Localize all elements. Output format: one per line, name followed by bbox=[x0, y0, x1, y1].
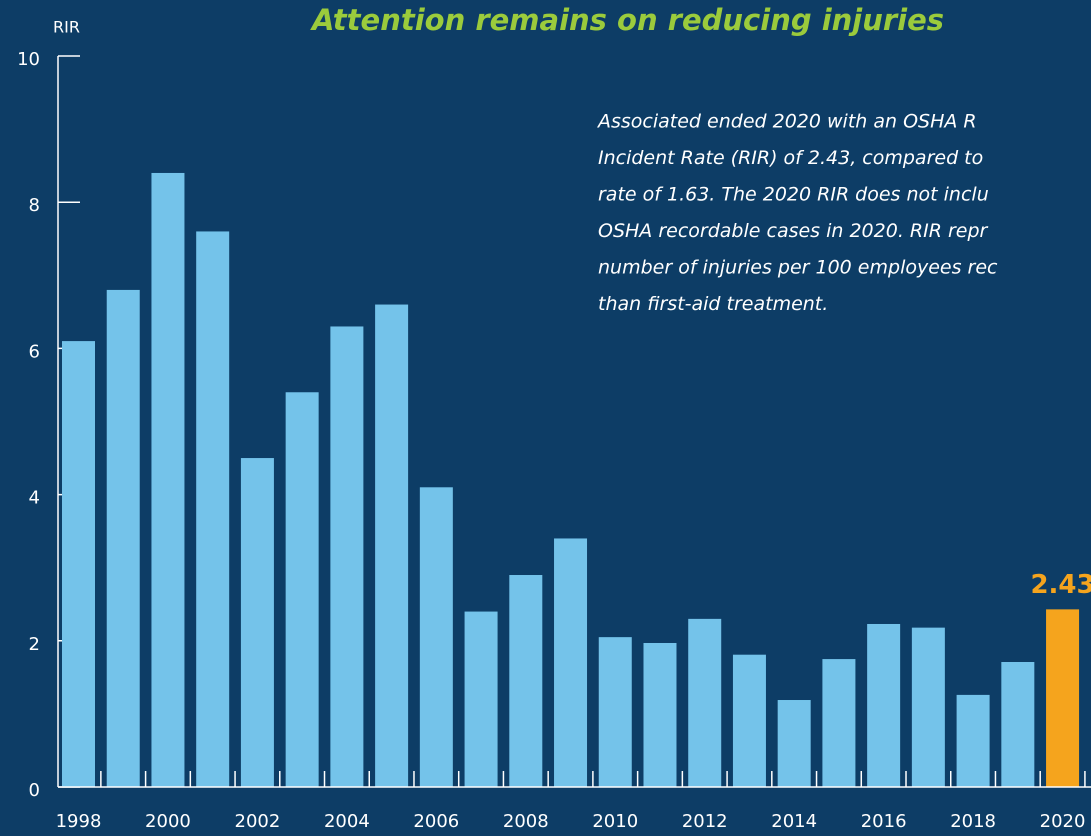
bar bbox=[554, 538, 588, 787]
annotation-line: rate of 1.63. The 2020 RIR does not incl… bbox=[598, 184, 989, 206]
annotation-line: OSHA recordable cases in 2020. RIR repr bbox=[598, 220, 989, 242]
annotation-line: number of injuries per 100 employees rec bbox=[598, 257, 998, 279]
bar bbox=[419, 487, 453, 787]
x-tick-label: 2004 bbox=[324, 811, 370, 832]
bar bbox=[956, 694, 990, 787]
bar bbox=[777, 700, 811, 787]
bar bbox=[196, 231, 230, 787]
y-tick-label: 2 bbox=[29, 634, 40, 655]
x-tick-label: 2006 bbox=[413, 811, 459, 832]
bar bbox=[1001, 661, 1035, 787]
bar bbox=[464, 611, 498, 787]
bar bbox=[643, 642, 677, 787]
y-tick-label: 8 bbox=[29, 195, 40, 216]
x-tick-label: 2008 bbox=[503, 811, 549, 832]
bar bbox=[240, 458, 274, 787]
bar bbox=[867, 623, 901, 787]
bar bbox=[822, 659, 856, 787]
bar bbox=[151, 172, 185, 787]
y-tick-label: 6 bbox=[29, 341, 40, 362]
value-label: 2.43 bbox=[1030, 570, 1091, 600]
bar bbox=[285, 392, 319, 787]
y-axis-label: RIR bbox=[53, 18, 80, 37]
annotation-line: Incident Rate (RIR) of 2.43, compared to bbox=[598, 147, 983, 169]
x-tick-label: 2016 bbox=[861, 811, 907, 832]
bar bbox=[509, 575, 543, 787]
x-tick-label: 2014 bbox=[771, 811, 817, 832]
bar bbox=[1046, 609, 1080, 787]
x-tick-label: 2010 bbox=[592, 811, 638, 832]
x-tick-label: 2020 bbox=[1040, 811, 1086, 832]
x-tick-label: 2012 bbox=[682, 811, 728, 832]
bar bbox=[598, 637, 632, 787]
chart-title: Attention remains on reducing injuries bbox=[310, 3, 944, 37]
bar bbox=[375, 304, 409, 787]
bar bbox=[106, 289, 140, 787]
bar bbox=[688, 618, 722, 787]
y-tick-label: 4 bbox=[29, 488, 40, 509]
x-tick-label: 2018 bbox=[950, 811, 996, 832]
bar bbox=[911, 627, 945, 787]
y-tick-label: 10 bbox=[17, 49, 40, 70]
y-tick-label: 0 bbox=[29, 780, 40, 801]
x-tick-label: 2002 bbox=[235, 811, 281, 832]
x-tick-label: 2000 bbox=[145, 811, 191, 832]
bar bbox=[732, 654, 766, 787]
x-tick-label: 1998 bbox=[56, 811, 102, 832]
bar bbox=[62, 341, 95, 787]
annotation-line: than first-aid treatment. bbox=[598, 293, 828, 315]
annotation-line: Associated ended 2020 with an OSHA R bbox=[596, 111, 977, 133]
bar bbox=[330, 326, 364, 787]
